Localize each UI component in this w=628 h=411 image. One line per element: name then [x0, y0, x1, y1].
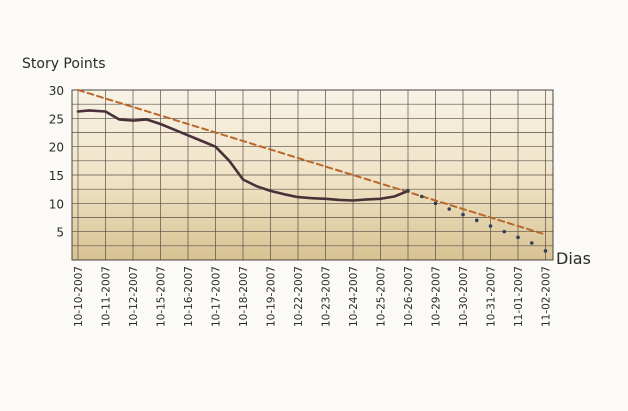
grid-lines: [71, 89, 554, 261]
y-tick-label: 25: [49, 112, 64, 126]
x-tick-label: 10-10-2007: [73, 266, 85, 327]
actual-line: [76, 109, 410, 202]
projection-point: [516, 235, 520, 240]
projection-point: [461, 212, 465, 217]
y-axis-label: Story Points: [22, 56, 106, 72]
y-tick-label: 15: [49, 169, 64, 183]
projection-point: [447, 207, 452, 211]
x-tick-label: 10-18-2007: [238, 266, 250, 327]
y-tick-label: 30: [49, 84, 64, 98]
x-tick-label: 10-22-2007: [293, 266, 305, 327]
projection-point: [488, 224, 493, 228]
projection-point: [406, 189, 410, 193]
x-tick-label: 11-02-2007: [541, 266, 553, 327]
x-tick-label: 10-19-2007: [266, 266, 278, 327]
projection-line: [406, 189, 548, 253]
x-tick-label: 10-15-2007: [156, 266, 168, 327]
x-tick-label: 10-30-2007: [458, 266, 470, 327]
x-tick-label: 10-31-2007: [486, 266, 498, 327]
ideal-series-line: [77, 89, 547, 236]
x-tick-label: 10-26-2007: [403, 266, 415, 327]
y-tick-label: 10: [49, 197, 64, 211]
x-tick-label: 10-17-2007: [211, 266, 223, 327]
projection-point: [529, 241, 534, 245]
x-tick-label: 10-24-2007: [348, 266, 360, 327]
y-tick-labels: 5 10 15 20 25 30: [49, 84, 64, 240]
x-tick-label: 10-16-2007: [183, 266, 195, 327]
projection-point: [433, 201, 438, 206]
projection-point: [543, 249, 548, 253]
x-tick-label: 10-12-2007: [128, 266, 140, 327]
x-tick-label: 10-25-2007: [376, 266, 388, 327]
y-tick-label: 20: [49, 141, 64, 155]
x-tick-label: 10-23-2007: [321, 266, 333, 327]
projection-point: [419, 194, 424, 199]
x-tick-labels: 10-10-2007 10-11-2007 10-12-2007 10-15-2007…: [73, 266, 553, 327]
ideal-line: [77, 89, 547, 236]
actual-series-line: [76, 109, 410, 202]
x-tick-label: 11-01-2007: [513, 266, 525, 327]
plot-border: [71, 89, 554, 261]
projection-point: [474, 218, 479, 223]
projection-point: [502, 229, 507, 234]
x-tick-label: 10-29-2007: [431, 266, 443, 327]
y-tick-label: 5: [56, 226, 64, 240]
x-axis-label: Dias: [556, 249, 591, 268]
x-tick-label: 10-11-2007: [101, 266, 113, 327]
